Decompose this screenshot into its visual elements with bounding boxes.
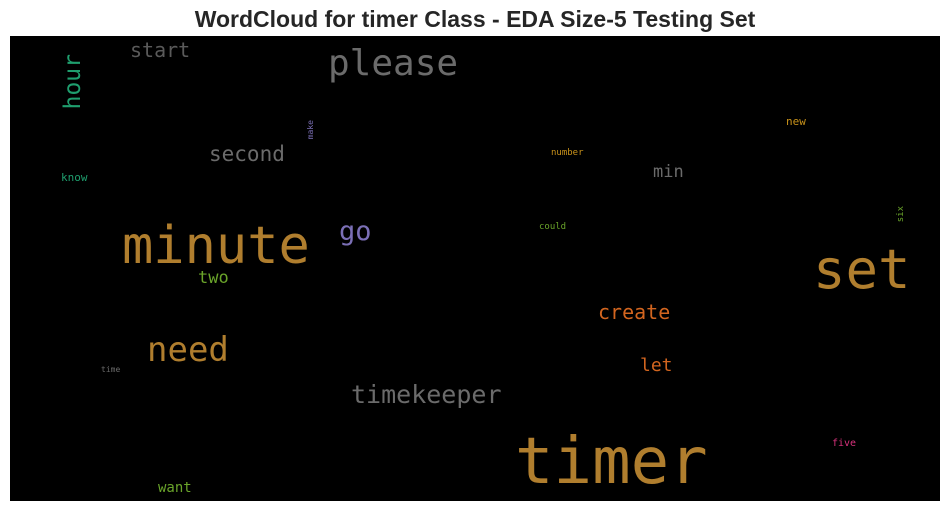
word-new: new: [786, 115, 806, 128]
word-hour: hour: [60, 54, 86, 110]
word-could: could: [539, 222, 567, 232]
word-know: know: [61, 171, 88, 184]
word-let: let: [640, 355, 673, 376]
word-time: time: [101, 365, 121, 374]
word-minute: minute: [122, 216, 310, 276]
word-want: want: [158, 480, 192, 496]
word-min: min: [653, 162, 684, 182]
word-set: set: [813, 238, 911, 301]
word-create: create: [598, 300, 671, 324]
word-please: please: [328, 43, 459, 84]
word-timekeeper: timekeeper: [351, 380, 502, 409]
word-timer: timer: [515, 425, 708, 499]
word-number: number: [551, 148, 584, 158]
wordcloud-canvas: timer minute set please need timekeeper second…: [10, 36, 940, 501]
word-need: need: [147, 330, 229, 370]
word-go: go: [339, 216, 372, 247]
word-start: start: [130, 38, 191, 62]
chart-title: WordCloud for timer Class - EDA Size-5 T…: [194, 6, 756, 32]
word-two: two: [198, 268, 229, 288]
word-second: second: [209, 142, 285, 166]
word-six: six: [896, 206, 906, 223]
word-five: five: [832, 438, 857, 449]
word-make: make: [306, 120, 315, 140]
